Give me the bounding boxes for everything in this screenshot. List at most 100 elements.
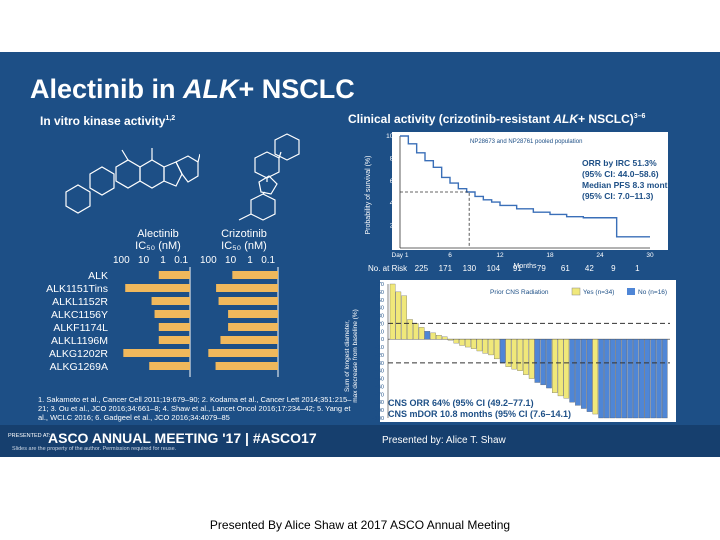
ic50-bar	[158, 271, 190, 279]
crizotinib-structure	[238, 133, 300, 221]
ic50-bar	[228, 323, 278, 331]
risk-value: 79	[536, 264, 546, 273]
wf-bar	[540, 339, 546, 386]
km-x-tick: 30	[646, 252, 654, 259]
wf-y-tick: −90	[375, 408, 384, 414]
wf-y-tick: −60	[375, 384, 384, 390]
wf-bar	[413, 323, 419, 340]
km-x-tick: 18	[546, 252, 554, 259]
wf-bar	[499, 339, 506, 363]
ic50-bar	[151, 297, 190, 305]
wf-y-tick: −70	[375, 392, 384, 398]
wf-bar	[523, 339, 529, 375]
wf-bar	[592, 339, 599, 415]
wf-bar	[552, 339, 558, 393]
cns-waterfall-chart: Sum of longest diameter, max decrease fr…	[344, 280, 676, 422]
risk-value: 42	[584, 264, 594, 273]
wf-bar	[453, 339, 460, 344]
wf-bar	[621, 339, 628, 419]
km-x-tick: 12	[496, 252, 504, 259]
alectinib-ticks: 100 10 1 0.1	[113, 255, 189, 266]
wf-bar	[424, 331, 431, 340]
ic50-bar	[158, 336, 190, 344]
risk-value: 1	[635, 264, 640, 273]
km-y-tick: 100	[386, 133, 397, 140]
mutation-label: ALKL1196M	[50, 335, 108, 347]
km-pfs: Median PFS 8.3 months	[582, 180, 670, 190]
ic50-bar	[208, 349, 278, 357]
km-x-tick: 24	[596, 252, 604, 259]
mutation-label: ALK	[88, 270, 108, 282]
risk-value: 91	[512, 264, 522, 273]
wf-bar	[546, 339, 552, 389]
wf-y-tick: −40	[375, 369, 384, 375]
mutation-label: ALK1151Tins	[46, 283, 108, 295]
wf-bar	[430, 332, 436, 340]
km-orr: ORR by IRC 51.3%	[582, 158, 657, 168]
km-y-label: Probability of survival (%)	[365, 156, 372, 235]
wf-y-tick: −20	[375, 353, 384, 359]
wf-bar	[401, 295, 407, 340]
mutation-label: ALKC1156Y	[50, 309, 108, 321]
risk-value: 225	[414, 264, 429, 273]
wf-bar	[662, 339, 668, 419]
references: 1. Sakamoto et al., Cancer Cell 2011;19:…	[38, 395, 352, 422]
wf-y-tick: 20	[378, 321, 384, 327]
mutation-label: ALKF1174L	[53, 322, 108, 334]
risk-value: 104	[486, 264, 501, 273]
wf-bar	[418, 327, 425, 340]
wf-bar	[633, 339, 639, 419]
alectinib-column-head: Alectinib IC₅₀ (nM)	[135, 228, 181, 252]
crizotinib-column-head: Crizotinib IC₅₀ (nM)	[221, 228, 267, 252]
wf-y-label-1: Sum of longest diameter,	[344, 320, 351, 392]
slide-title: Alectinib in ALK+ NSCLC	[30, 74, 355, 104]
ic50-bar	[215, 362, 278, 370]
ic50-bar	[125, 284, 190, 292]
wf-bar	[476, 339, 483, 352]
wf-legend-yes: Yes (n=34)	[583, 289, 614, 296]
wf-y-tick: −50	[375, 377, 384, 383]
risk-value: 61	[560, 264, 570, 273]
risk-value: 9	[611, 264, 616, 273]
risk-value: 130	[462, 264, 477, 273]
ic50-bar	[228, 310, 278, 318]
wf-legend-no: No (n=16)	[638, 289, 667, 296]
left-heading: In vitro kinase activity1,2	[40, 114, 176, 128]
presented-by: Presented by: Alice T. Shaw	[382, 435, 506, 446]
ic50-bar-chart	[123, 267, 279, 377]
wf-bar	[407, 319, 413, 340]
disclaimer: Slides are the property of the author. P…	[12, 446, 177, 452]
wf-y-tick: 0	[381, 337, 384, 343]
wf-bar	[465, 339, 471, 348]
wf-bar	[447, 339, 454, 341]
ic50-bar	[149, 362, 190, 370]
wf-bar	[609, 339, 616, 419]
wf-bar	[604, 339, 610, 419]
slide: Alectinib in ALK+ NSCLC In vitro kinase …	[0, 52, 720, 457]
wf-y-tick: 60	[378, 290, 384, 296]
wf-bar	[644, 339, 651, 419]
ic50-bar	[123, 349, 190, 357]
km-median-line	[400, 191, 470, 248]
km-y-tick: 60	[390, 178, 398, 185]
km-y-tick: 20	[390, 223, 398, 230]
wf-y-tick: 10	[378, 329, 384, 335]
wf-y-tick: −10	[375, 345, 384, 351]
wf-bar	[650, 339, 656, 419]
wf-y-tick: −30	[375, 361, 384, 367]
km-y-tick: 40	[390, 200, 398, 207]
wf-bar	[656, 339, 662, 419]
wf-bar	[563, 339, 570, 399]
meeting-name: ASCO ANNUAL MEETING '17 | #ASCO17	[48, 430, 317, 446]
wf-bar	[488, 339, 494, 356]
wf-bar	[615, 339, 622, 419]
wf-bar	[441, 336, 448, 340]
wf-bar	[586, 339, 593, 412]
wf-y-tick: 30	[378, 314, 384, 320]
slide-footer: PRESENTED AT: ASCO ANNUAL MEETING '17 | …	[0, 425, 720, 457]
wf-bar	[482, 339, 489, 354]
km-legend: NP28673 and NP28761 pooled population	[470, 139, 582, 145]
ic50-bar	[220, 336, 278, 344]
wf-bar	[598, 339, 604, 419]
risk-value: 171	[438, 264, 453, 273]
